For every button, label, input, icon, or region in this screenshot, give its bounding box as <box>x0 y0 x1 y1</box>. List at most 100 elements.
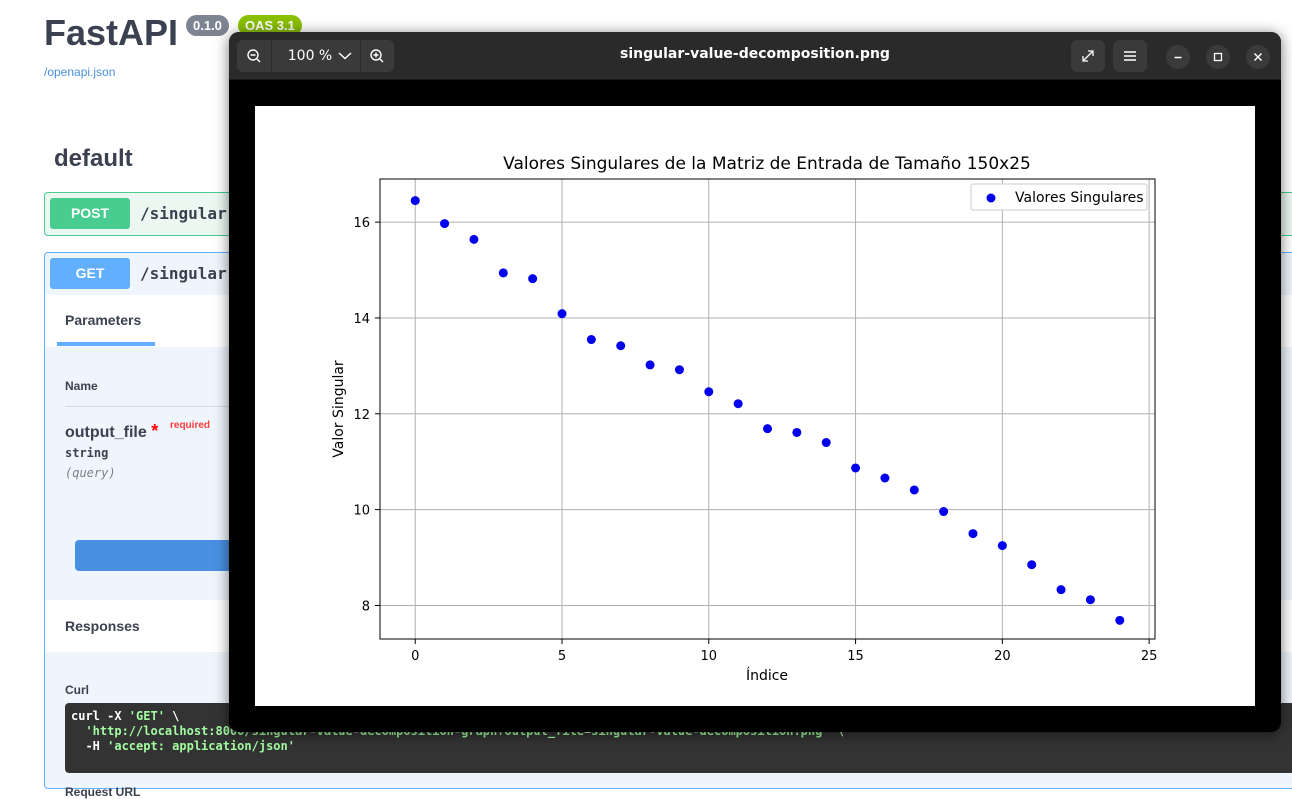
curl-header-flag: -H <box>71 739 108 753</box>
data-point <box>821 438 831 448</box>
post-path: /singular <box>140 204 227 223</box>
zoom-level-dropdown[interactable]: 100 % <box>281 40 359 72</box>
data-point <box>1115 615 1125 625</box>
scatter-chart: 0 5 10 15 20 25 8 10 12 14 16 Valores Singulares … <box>331 154 1157 684</box>
plot-frame <box>379 178 1156 640</box>
x-axis-ticks: 0 5 10 15 20 25 <box>411 639 1157 664</box>
zoom-out-icon <box>247 49 261 63</box>
x-tick-label: 25 <box>1141 649 1158 664</box>
get-path[interactable]: /singular <box>140 264 227 283</box>
menu-icon-cell <box>1113 40 1147 72</box>
header-divider <box>65 406 265 407</box>
y-axis-label: Valor Singular <box>331 360 347 458</box>
y-axis-ticks: 8 10 12 14 16 <box>353 216 380 614</box>
x-tick-label: 0 <box>411 649 419 664</box>
curl-continuation: \ <box>164 709 180 723</box>
param-type: string <box>65 446 109 460</box>
data-point <box>1085 595 1095 605</box>
data-point <box>909 485 919 495</box>
x-tick-label: 5 <box>558 649 566 664</box>
data-point <box>674 365 684 375</box>
y-tick-label: 8 <box>362 599 370 614</box>
data-point <box>880 473 890 483</box>
y-tick-label: 10 <box>353 504 370 519</box>
data-point <box>1056 585 1066 595</box>
curl-label: Curl <box>65 683 89 697</box>
oas-badge: OAS 3.1 <box>238 15 302 36</box>
zoom-level-text: 100 % <box>287 48 333 64</box>
y-tick-label: 16 <box>353 216 370 231</box>
name-column-header: Name <box>65 379 98 393</box>
data-point <box>645 360 655 370</box>
request-url-label: Request URL <box>65 785 141 799</box>
required-label: required <box>170 420 211 431</box>
version-badge: 0.1.0 <box>186 15 229 36</box>
fullscreen-button[interactable] <box>1071 40 1105 72</box>
responses-title: Responses <box>65 618 140 634</box>
data-point <box>704 387 714 397</box>
zoom-control-group: 100 % <box>237 40 394 72</box>
curl-header-value: 'accept: application/json' <box>107 739 295 753</box>
viewer-header-bar[interactable]: 100 % singular-value-decomposition.png <box>229 32 1281 80</box>
get-method-badge[interactable]: GET <box>50 258 130 289</box>
legend-label: Valores Singulares <box>1015 190 1144 206</box>
data-point <box>968 529 978 539</box>
param-name: output_file * <box>65 421 158 442</box>
chart-grid <box>380 179 1155 639</box>
hamburger-menu-icon <box>1124 51 1136 61</box>
param-name-text: output_file <box>65 424 147 441</box>
zoom-in-button[interactable] <box>360 40 394 72</box>
tab-parameters[interactable]: Parameters <box>65 312 142 328</box>
legend-marker <box>986 193 996 203</box>
data-point <box>733 399 743 409</box>
image-viewer-window: 100 % singular-value-decomposition.png <box>229 32 1281 732</box>
fullscreen-icon <box>1082 50 1094 62</box>
zoom-in-icon <box>370 49 384 63</box>
x-tick-label: 15 <box>847 649 864 664</box>
curl-cmd: curl -X <box>71 709 129 723</box>
main-menu-button[interactable] <box>1113 40 1147 72</box>
y-tick-label: 14 <box>353 312 370 327</box>
chart-legend: Valores Singulares <box>970 183 1148 211</box>
openapi-link[interactable]: /openapi.json <box>44 65 116 79</box>
data-point <box>616 341 626 351</box>
data-points <box>410 196 1125 625</box>
maximize-button[interactable] <box>1206 45 1230 69</box>
data-point <box>586 335 596 345</box>
data-point <box>939 507 949 517</box>
data-point <box>469 234 479 244</box>
chart-title: Valores Singulares de la Matriz de Entra… <box>503 154 1031 174</box>
data-point <box>440 219 450 229</box>
x-tick-label: 10 <box>701 649 718 664</box>
minimize-icon <box>1174 56 1182 59</box>
zoom-separator-left <box>271 40 272 72</box>
required-star: * <box>151 421 159 441</box>
post-method-badge: POST <box>50 198 130 229</box>
tag-title[interactable]: default <box>54 145 133 172</box>
x-tick-label: 20 <box>994 649 1011 664</box>
data-point <box>557 309 567 319</box>
fullscreen-icon-cell <box>1071 40 1105 72</box>
minimize-button[interactable] <box>1166 45 1190 69</box>
data-point <box>763 424 772 434</box>
data-point <box>792 427 802 437</box>
chevron-down-icon <box>338 52 352 60</box>
x-axis-label: Índice <box>746 667 788 684</box>
close-icon <box>1254 53 1262 61</box>
y-tick-label: 12 <box>353 408 370 423</box>
data-point <box>997 541 1007 551</box>
data-point <box>528 274 538 284</box>
app-title: FastAPI <box>44 12 179 53</box>
legend-box <box>970 183 1148 211</box>
param-location: (query) <box>65 466 116 480</box>
data-point <box>498 268 508 278</box>
curl-method: 'GET' <box>128 709 165 723</box>
data-point <box>410 196 420 206</box>
tab-underline <box>57 342 155 346</box>
data-point <box>851 463 861 473</box>
zoom-out-button[interactable] <box>237 40 271 72</box>
close-button[interactable] <box>1246 45 1270 69</box>
maximize-icon <box>1213 52 1223 62</box>
data-point <box>1027 560 1037 570</box>
zoom-separator-right <box>360 40 361 72</box>
